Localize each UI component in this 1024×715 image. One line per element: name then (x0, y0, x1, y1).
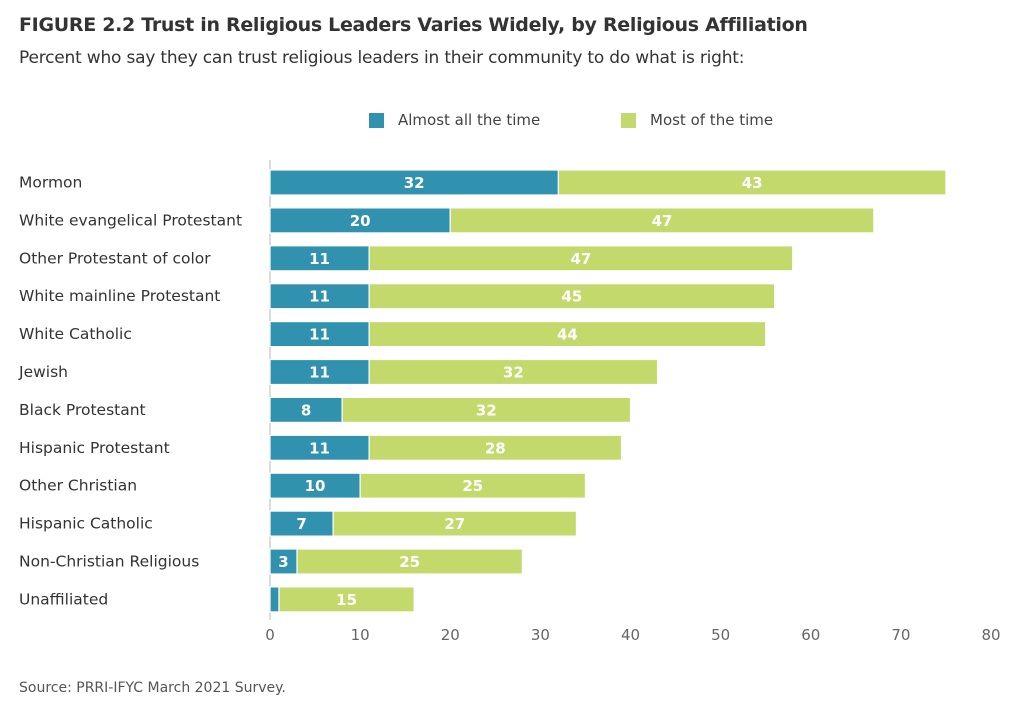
bar-almost-all (269, 586, 280, 613)
data-label-most: 45 (561, 288, 582, 306)
data-label-almost-all: 20 (350, 212, 371, 230)
bar-most (368, 283, 776, 310)
data-label-most: 47 (570, 250, 591, 268)
bar-most (557, 169, 947, 196)
bar-almost-all (269, 510, 334, 537)
chart-title: FIGURE 2.2 Trust in Religious Leaders Va… (19, 14, 808, 36)
x-tick-label: 0 (265, 626, 275, 644)
legend-label-most: Most of the time (650, 111, 774, 129)
source-note: Source: PRRI-IFYC March 2021 Survey. (19, 680, 286, 696)
category-label: Unaffiliated (19, 590, 108, 608)
x-tick-label: 10 (351, 626, 370, 644)
data-label-most: 25 (462, 477, 483, 495)
category-label: Black Protestant (19, 401, 146, 419)
data-label-most: 47 (652, 212, 673, 230)
bar-most (341, 396, 632, 423)
category-label: Other Protestant of color (19, 249, 211, 267)
x-tick-label: 80 (981, 626, 1000, 644)
bar-almost-all (269, 169, 559, 196)
category-label: Mormon (19, 174, 82, 192)
x-tick-label: 20 (441, 626, 460, 644)
bar-most (359, 472, 587, 499)
bar-almost-all (269, 472, 361, 499)
data-label-most: 27 (444, 515, 465, 533)
data-label-almost-all: 11 (309, 288, 330, 306)
category-label: Jewish (18, 363, 68, 381)
x-tick-label: 70 (891, 626, 910, 644)
bar-most (368, 245, 794, 272)
bar-almost-all (269, 358, 370, 386)
data-label-most: 28 (485, 439, 506, 457)
category-label: White mainline Protestant (19, 287, 220, 305)
chart-subtitle: Percent who say they can trust religious… (19, 48, 745, 68)
bar-almost-all (269, 245, 370, 272)
bar-almost-all (269, 434, 370, 461)
bar-most (368, 358, 659, 386)
category-label: White Catholic (19, 325, 132, 343)
data-label-most: 15 (336, 591, 357, 609)
bar-almost-all (269, 396, 343, 423)
x-tick-label: 50 (711, 626, 730, 644)
bar-most (368, 321, 767, 348)
data-label-almost-all: 10 (305, 477, 326, 495)
legend-item-almost-all: Almost all the time (369, 111, 540, 129)
bar-almost-all (269, 283, 370, 310)
category-label: White evangelical Protestant (19, 211, 242, 229)
legend-swatch-almost-all (369, 112, 384, 128)
data-label-almost-all: 7 (296, 515, 306, 533)
bar-most (368, 434, 623, 461)
data-label-almost-all: 11 (309, 250, 330, 268)
data-label-most: 43 (742, 174, 763, 192)
bar-almost-all (269, 548, 298, 575)
legend-item-most: Most of the time (621, 111, 773, 129)
data-label-most: 44 (557, 326, 578, 344)
legend: Almost all the time Most of the time (0, 111, 1024, 131)
data-label-almost-all: 11 (309, 364, 330, 382)
data-label-almost-all: 8 (301, 401, 311, 419)
bar-most (278, 586, 415, 613)
data-label-almost-all: 11 (309, 326, 330, 344)
x-tick-label: 40 (621, 626, 640, 644)
bar-most (332, 510, 578, 537)
category-label: Other Christian (19, 477, 137, 495)
legend-label-almost-all: Almost all the time (398, 111, 541, 129)
bar-most (296, 548, 523, 575)
bar-most (449, 207, 875, 234)
data-label-almost-all: 11 (309, 439, 330, 457)
data-label-most: 32 (476, 401, 497, 419)
x-tick-label: 60 (801, 626, 820, 644)
legend-swatch-most (621, 112, 636, 128)
data-label-most: 25 (399, 553, 420, 571)
category-label: Non-Christian Religious (19, 553, 199, 571)
data-label-most: 32 (503, 364, 524, 382)
bar-almost-all (269, 321, 370, 348)
data-label-almost-all: 32 (404, 174, 425, 192)
category-label: Hispanic Catholic (19, 515, 153, 533)
data-label-almost-all: 3 (278, 553, 288, 571)
x-tick-label: 30 (531, 626, 550, 644)
category-label: Hispanic Protestant (19, 439, 170, 457)
